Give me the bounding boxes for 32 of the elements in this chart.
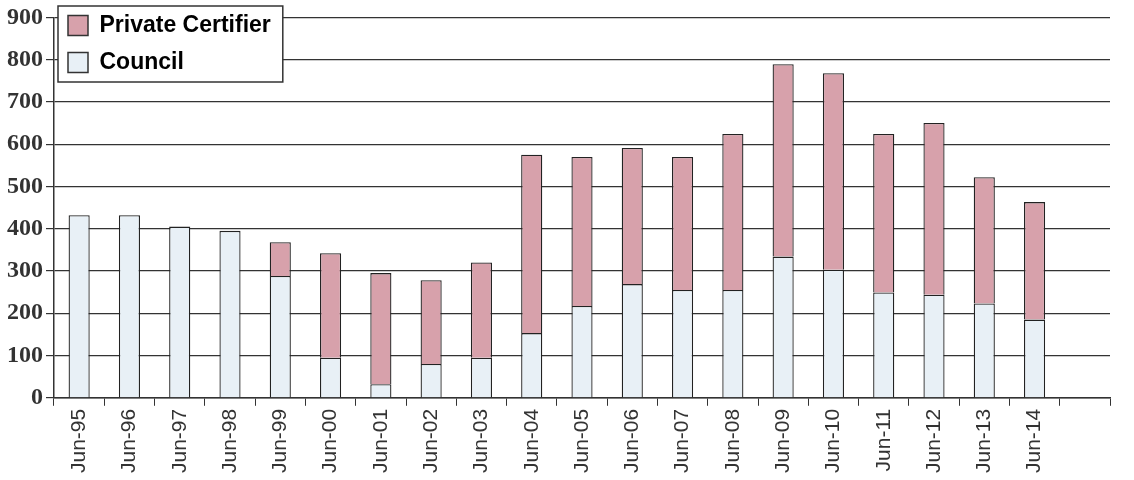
x-tick-label: Jun-14 — [1021, 408, 1045, 474]
legend-label: Council — [99, 47, 184, 74]
x-tick-label: Jun-10 — [820, 408, 844, 474]
x-tick-label: Jun-07 — [669, 408, 693, 474]
x-tick-label: Jun-05 — [568, 408, 592, 474]
x-tick-label: Jun-97 — [166, 408, 190, 474]
x-tick-label: Jun-11 — [870, 408, 894, 472]
y-tick-label: 500 — [7, 171, 43, 198]
x-tick-label: Jun-02 — [417, 408, 441, 474]
legend-label: Private Certifier — [99, 10, 271, 37]
x-tick-label: Jun-08 — [719, 408, 743, 474]
x-tick-label: Jun-96 — [116, 408, 140, 474]
x-tick-label: Jun-98 — [216, 408, 240, 474]
x-tick-label: Jun-00 — [317, 408, 341, 474]
y-tick-label: 800 — [7, 44, 43, 71]
y-tick-label: 600 — [7, 129, 43, 156]
x-tick-label: Jun-99 — [267, 408, 291, 474]
y-tick-label: 200 — [7, 298, 43, 325]
x-tick-label: Jun-95 — [65, 408, 89, 474]
y-tick-label: 400 — [7, 213, 43, 240]
x-tick-label: Jun-09 — [769, 408, 793, 474]
y-tick-label: 700 — [7, 87, 43, 114]
y-tick-label: 900 — [7, 2, 43, 29]
x-tick-label: Jun-12 — [920, 408, 944, 474]
x-tick-label: Jun-04 — [518, 408, 542, 474]
x-tick-label: Jun-06 — [619, 408, 643, 474]
x-tick-label: Jun-01 — [367, 408, 391, 474]
x-tick-label: Jun-13 — [971, 408, 995, 474]
y-tick-label: 100 — [7, 340, 43, 367]
x-tick-label: Jun-03 — [468, 408, 492, 474]
y-tick-label: 300 — [7, 256, 43, 283]
y-tick-label: 0 — [31, 382, 43, 409]
